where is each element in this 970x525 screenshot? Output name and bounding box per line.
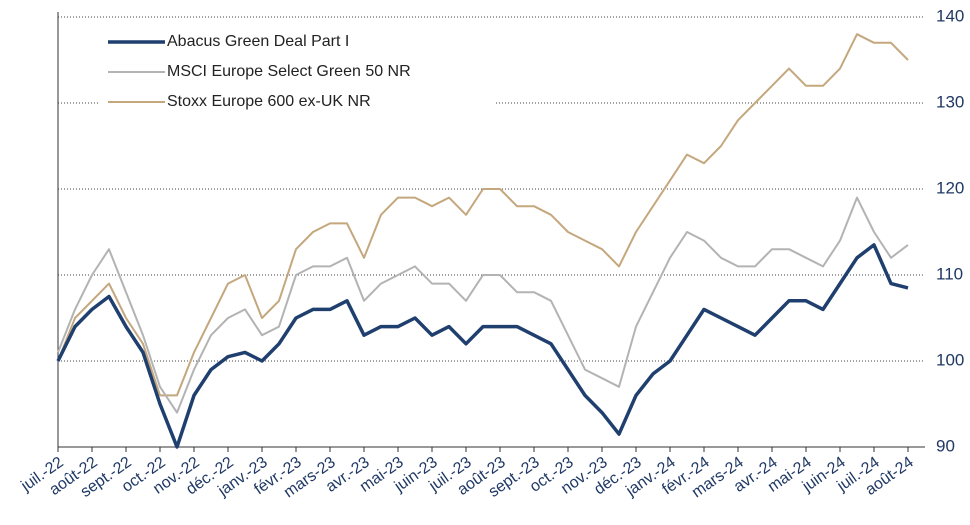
- y-tick-label: 120: [936, 178, 964, 197]
- series-line: [57, 196, 909, 414]
- y-tick-label: 90: [936, 436, 955, 455]
- legend-label: Abacus Green Deal Part I: [167, 33, 349, 50]
- legend-box: [100, 25, 495, 120]
- series-line: [56, 243, 909, 449]
- y-tick-label: 110: [936, 264, 963, 283]
- legend-label: MSCI Europe Select Green 50 NR: [167, 63, 411, 80]
- y-tick-label: 100: [936, 350, 964, 369]
- series-line: [57, 33, 909, 397]
- y-tick-label: 130: [936, 92, 964, 111]
- y-tick-label: 140: [936, 6, 964, 25]
- legend-label: Stoxx Europe 600 ex-UK NR: [167, 93, 371, 110]
